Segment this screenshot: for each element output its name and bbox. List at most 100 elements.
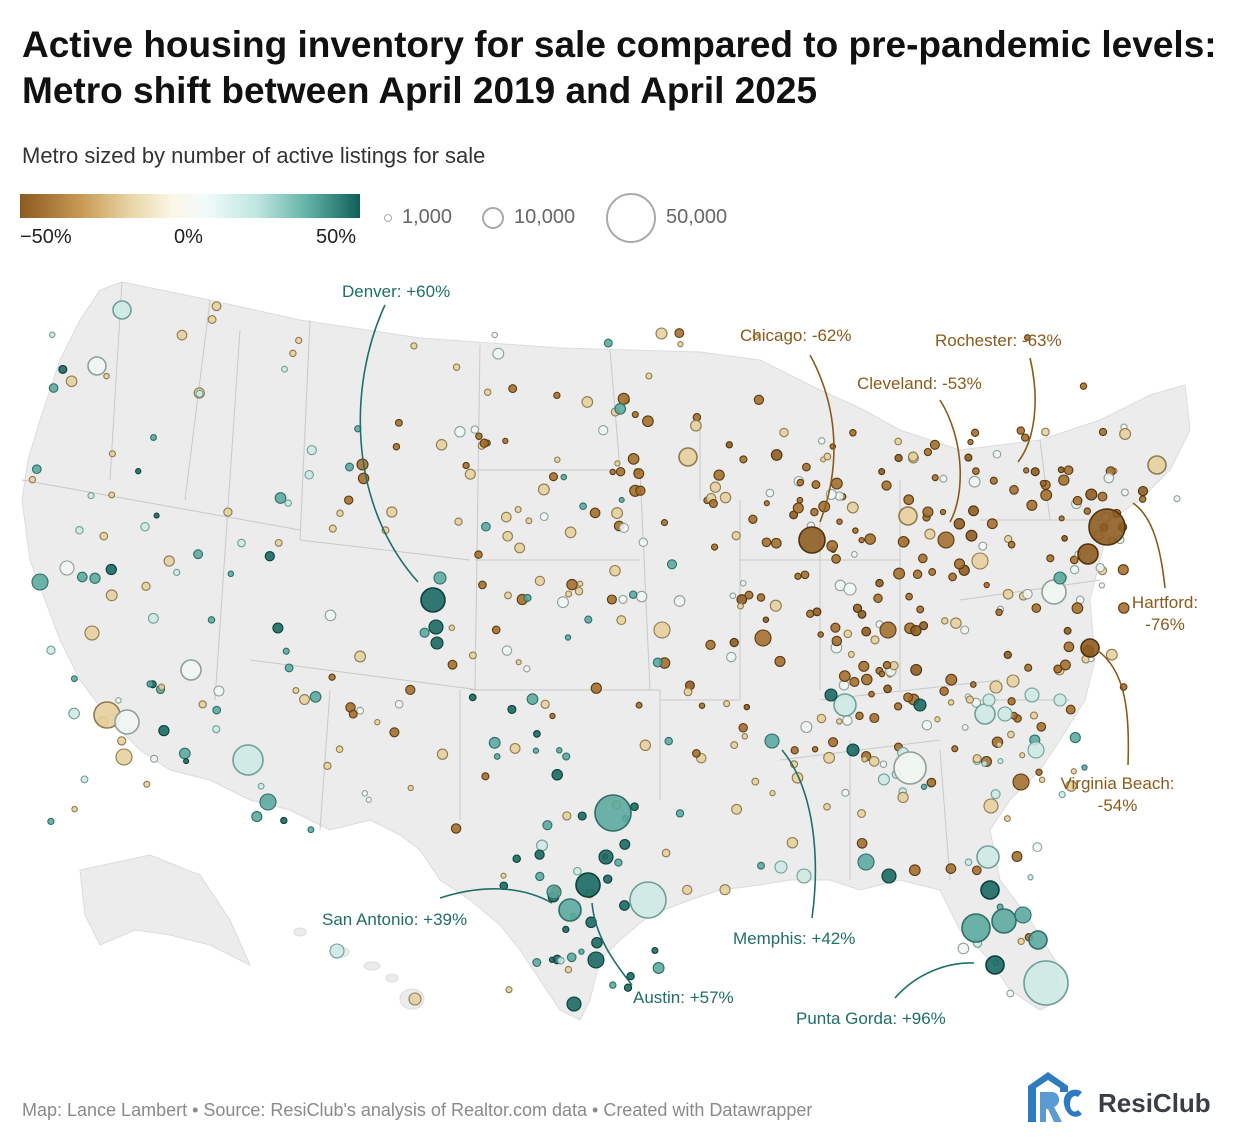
metro-bubble [618,496,625,503]
metro-bubble [227,570,235,578]
color-scale-bar [20,194,360,218]
metro-bubble [924,528,936,540]
metro-bubble [474,550,483,559]
metro-bubble [823,751,836,764]
metro-bubble [1085,488,1098,501]
metro-bubble-large [84,625,100,641]
metro-bubble [710,543,719,551]
metro-bubble [507,704,517,714]
metro-bubble [1058,474,1070,486]
metro-bubble-large [971,552,989,570]
metro-bubble [881,480,892,491]
us-map [21,281,1191,1021]
metro-bubble [577,811,587,821]
metro-bubble [540,699,550,709]
metro-bubble [306,444,317,456]
metro-bubble [405,684,416,696]
metro-bubble [284,499,292,507]
metro-bubble [635,485,646,496]
metro-bubble-large [1014,906,1032,924]
metro-bubble [729,637,739,648]
metro-bubble-large [846,743,860,757]
metro-bubble [212,725,221,734]
metro-bubble [857,609,867,619]
source-note: Map: Lance Lambert • Source: ResiClub's … [22,1100,813,1120]
metro-bubble [995,608,1003,617]
metro-bubble [931,474,939,482]
metro-bubble-large [594,794,632,832]
metro-bubble [907,451,919,462]
metro-bubble [1029,711,1039,720]
metro-bubble [655,327,668,340]
metro-bubble-large [31,573,49,591]
map-title: Active housing inventory for sale compar… [22,24,1217,111]
metro-bubble [410,342,418,350]
metro-bubble [195,389,204,398]
metro-bubble [135,468,142,475]
color-tick-high: 50% [316,226,357,248]
metro-bubble [910,624,922,637]
metro-bubble [80,775,89,784]
metro-bubble [46,645,56,655]
metro-bubble [590,682,602,694]
metro-bubble [609,981,617,989]
metro-bubble [150,754,159,763]
annotation-virginia-beach-value: -54% [1097,796,1138,815]
metro-bubble [562,811,572,821]
metro-bubble [419,627,430,638]
metro-bubble-large [980,880,1000,900]
metro-bubble [584,615,593,624]
metro-bubble [452,363,461,371]
metro-bubble [481,521,491,532]
metro-bubble [274,492,287,504]
metro-bubble [846,501,859,514]
metro-bubble [392,442,401,451]
metro-bubble [774,655,786,667]
metro-bubble [515,659,522,666]
metro-bubble [972,467,980,475]
metro-bubble [512,854,521,863]
metro-bubble [968,505,979,517]
metro-bubble [877,773,890,786]
metro-bubble-large [913,698,927,712]
metro-bubble [105,589,118,602]
metro-bubble [491,331,498,339]
metro-bubble-large [1077,543,1099,565]
metro-bubble [920,783,928,790]
metro-bubble [1016,426,1026,435]
metro-bubble [983,581,990,589]
metro-bubble [961,723,969,731]
metro-bubble [48,383,59,393]
annotation-cleveland: Cleveland: -53% [857,374,982,393]
metro-bubble [1019,752,1026,759]
metro-bubble [763,500,770,507]
metro-bubble [769,789,776,797]
metro-bubble [811,480,821,490]
metro-bubble-large [1053,693,1067,707]
metro-bubble [324,609,337,622]
metro-bubble [849,429,857,437]
metro-bubble [47,817,55,826]
metro-bubble [882,660,892,670]
metro-bubble [692,749,701,758]
metro-bubble [800,570,810,580]
metro-bubble-large [59,560,75,576]
austin-arrow [591,902,633,986]
metro-bubble [211,301,222,312]
metro-bubble [1036,721,1047,732]
metro-bubble [566,578,578,591]
metro-bubble [1035,768,1043,776]
metro-bubble [140,522,150,532]
metro-bubble [365,796,372,803]
metro-bubble [990,789,1001,800]
color-tick-mid: 0% [174,226,203,248]
metro-bubble [28,475,37,484]
metro-bubble-large [653,621,671,639]
metro-bubble [713,469,725,481]
metro-bubble [502,530,514,542]
metro-bubble [468,693,477,702]
metro-bubble [861,755,869,763]
metro-bubble [454,517,463,526]
metro-bubble [690,419,702,432]
metro-bubble [683,687,693,697]
